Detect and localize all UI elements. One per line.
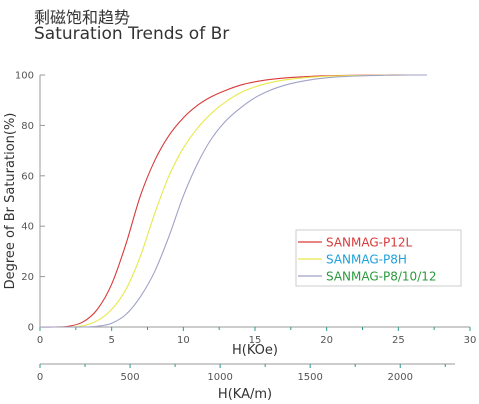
series-line-1 [39,74,427,328]
y-tick-label: 100 [15,71,34,82]
secondary-x-axis-label: H(KA/m) [218,387,272,402]
secondary-axis: 0 500 1000 1500 2000 H(KA/m) [37,363,455,402]
legend: SANMAG-P12L SANMAG-P8H SANMAG-P8/10/12 [295,229,462,287]
x-tick-label: 25 [392,335,405,346]
x-tick-label: 5 [108,335,114,346]
y-tick-label: 20 [21,272,34,283]
y-tick-label: 60 [21,171,34,182]
series-line-3 [40,74,428,328]
x-tick-label: 30 [464,335,477,346]
legend-label: SANMAG-P8H [326,253,407,267]
x-tick-label: 20 [320,335,333,346]
y-tick-label: 0 [28,323,34,334]
axes: 0 20 40 60 80 100 0 5 10 15 20 25 30 H(KOe) Degree of … [3,71,476,359]
legend-box [295,229,462,287]
series-layer [39,74,428,328]
secondary-x-tick-label: 2000 [388,372,413,383]
x-tick-label: 10 [177,335,190,346]
x-tick-label: 15 [249,335,262,346]
legend-label: SANMAG-P8/10/12 [326,270,437,284]
secondary-x-tick-label: 500 [121,372,140,383]
chart-title: Saturation Trends of Br [34,24,230,44]
secondary-x-tick-label: 0 [37,372,43,383]
x-axis-label: H(KOe) [232,343,278,358]
y-tick-label: 80 [21,121,34,132]
secondary-x-tick-label: 1000 [207,372,232,383]
series-line-2 [40,74,428,328]
secondary-x-tick-label: 1500 [297,372,322,383]
chart-title-chinese: 剩磁饱和趋势 [34,8,131,27]
legend-label: SANMAG-P12L [326,236,413,250]
y-axis-label: Degree of Br Saturation(%) [3,113,18,290]
x-tick-label: 0 [37,335,43,346]
y-tick-label: 40 [21,222,34,233]
